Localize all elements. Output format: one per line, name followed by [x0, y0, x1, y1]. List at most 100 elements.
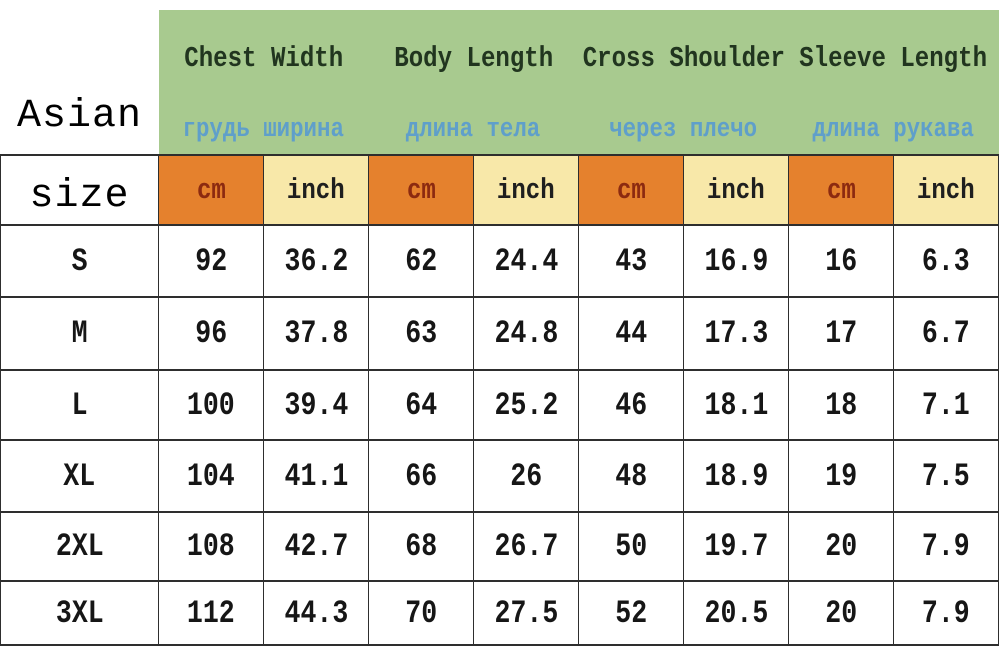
value-cell: 26 [473, 439, 579, 513]
size-label: L [0, 369, 159, 441]
value-cell: 68 [368, 511, 474, 582]
table-row-xl: XL 104 41.1 66 26 48 18.9 19 7.5 [0, 439, 1000, 513]
size-value: L [71, 386, 88, 424]
value-cell: 66 [368, 439, 474, 513]
size-value: XL [63, 457, 96, 495]
chart-title-cell: Asian size [0, 10, 159, 219]
value-cell: 100 [158, 369, 264, 441]
value-cell: 7.1 [893, 369, 1000, 441]
header-sleeve-length: Sleeve Length длина рукава [788, 10, 999, 155]
value-cell: 7.9 [893, 580, 1000, 646]
title-line-1: Asian [16, 94, 143, 139]
size-value: 3XL [55, 594, 104, 632]
header-row: Asian size Chest Width грудь ширина Body… [0, 10, 999, 219]
value-cell: 25.2 [473, 369, 579, 441]
size-label: XL [0, 439, 159, 513]
value-cell: 50 [578, 511, 684, 582]
header-en-cross-shoulder: Cross Shoulder [582, 41, 785, 75]
header-body-length: Body Length длина тела [368, 10, 579, 155]
unit-label-inch: inch [707, 173, 765, 207]
value-cell: 19 [788, 439, 895, 513]
title-line-2: size [29, 174, 130, 219]
value-cell: 44.3 [263, 580, 369, 646]
value-cell: 27.5 [473, 580, 579, 646]
unit-cell-inch-2: inch [473, 154, 579, 226]
header-en-sleeve-length: Sleeve Length [799, 41, 988, 75]
unit-cell-cm-1: cm [158, 154, 264, 226]
value-cell: 20 [788, 511, 895, 582]
unit-cell-inch-3: inch [682, 154, 790, 226]
table-row-3xl: 3XL 112 44.3 70 27.5 52 20.5 20 7.9 [0, 580, 1000, 646]
unit-label-inch: inch [497, 173, 555, 207]
value-cell: 52 [578, 580, 684, 646]
table-row-l: L 100 39.4 64 25.2 46 18.1 18 7.1 [0, 369, 1000, 441]
unit-cell-inch-4: inch [893, 154, 1000, 226]
header-chest-width: Chest Width грудь ширина [158, 10, 369, 155]
table-row-s: S 92 36.2 62 24.4 43 16.9 16 6.3 [0, 224, 1000, 298]
value-cell: 42.7 [263, 511, 369, 582]
header-ru-body-length: длина тела [406, 114, 541, 145]
value-cell: 112 [158, 580, 264, 646]
value-cell: 108 [158, 511, 264, 582]
value-cell: 43 [578, 224, 684, 298]
size-label: 2XL [0, 511, 159, 582]
unit-label-cm: cm [196, 173, 226, 207]
value-cell: 26.7 [473, 511, 579, 582]
unit-row-spacer [0, 154, 159, 226]
value-cell: 19.7 [682, 511, 790, 582]
value-cell: 18 [788, 369, 895, 441]
value-cell: 16 [788, 224, 895, 298]
value-cell: 17.3 [682, 296, 790, 371]
unit-row: cm inch cm inch cm inch cm inch [0, 154, 1000, 226]
value-cell: 17 [788, 296, 895, 371]
header-cross-shoulder: Cross Shoulder через плечо [578, 10, 789, 155]
value-cell: 44 [578, 296, 684, 371]
value-cell: 16.9 [682, 224, 790, 298]
unit-cell-cm-3: cm [578, 154, 684, 226]
table-row-2xl: 2XL 108 42.7 68 26.7 50 19.7 20 7.9 [0, 511, 1000, 582]
header-ru-cross-shoulder: через плечо [609, 114, 758, 145]
value-cell: 37.8 [263, 296, 369, 371]
header-en-body-length: Body Length [394, 41, 553, 75]
value-cell: 18.9 [682, 439, 790, 513]
unit-label-cm: cm [616, 173, 646, 207]
header-en-chest-width: Chest Width [184, 41, 343, 75]
unit-cell-cm-4: cm [788, 154, 895, 226]
size-value: 2XL [55, 528, 104, 565]
header-ru-chest-width: грудь ширина [182, 114, 345, 145]
unit-label-inch: inch [287, 173, 345, 207]
value-cell: 104 [158, 439, 264, 513]
size-label: M [0, 296, 159, 371]
value-cell: 18.1 [682, 369, 790, 441]
unit-label-cm: cm [826, 173, 856, 207]
value-cell: 41.1 [263, 439, 369, 513]
table-row-m: M 96 37.8 63 24.8 44 17.3 17 6.7 [0, 296, 1000, 371]
unit-cell-cm-2: cm [368, 154, 474, 226]
value-cell: 36.2 [263, 224, 369, 298]
value-cell: 64 [368, 369, 474, 441]
size-label: 3XL [0, 580, 159, 646]
value-cell: 62 [368, 224, 474, 298]
size-value: S [71, 242, 88, 280]
value-cell: 20.5 [682, 580, 790, 646]
unit-cell-inch-1: inch [263, 154, 369, 226]
header-ru-sleeve-length: длина рукава [812, 114, 975, 145]
value-cell: 96 [158, 296, 264, 371]
value-cell: 6.3 [893, 224, 1000, 298]
value-cell: 24.4 [473, 224, 579, 298]
value-cell: 70 [368, 580, 474, 646]
value-cell: 6.7 [893, 296, 1000, 371]
value-cell: 48 [578, 439, 684, 513]
value-cell: 92 [158, 224, 264, 298]
value-cell: 39.4 [263, 369, 369, 441]
value-cell: 7.9 [893, 511, 1000, 582]
unit-label-inch: inch [917, 173, 975, 207]
size-table: Asian size Chest Width грудь ширина Body… [0, 10, 1000, 646]
value-cell: 20 [788, 580, 895, 646]
unit-label-cm: cm [406, 173, 436, 207]
value-cell: 63 [368, 296, 474, 371]
size-label: S [0, 224, 159, 298]
value-cell: 7.5 [893, 439, 1000, 513]
size-value: M [71, 315, 88, 352]
